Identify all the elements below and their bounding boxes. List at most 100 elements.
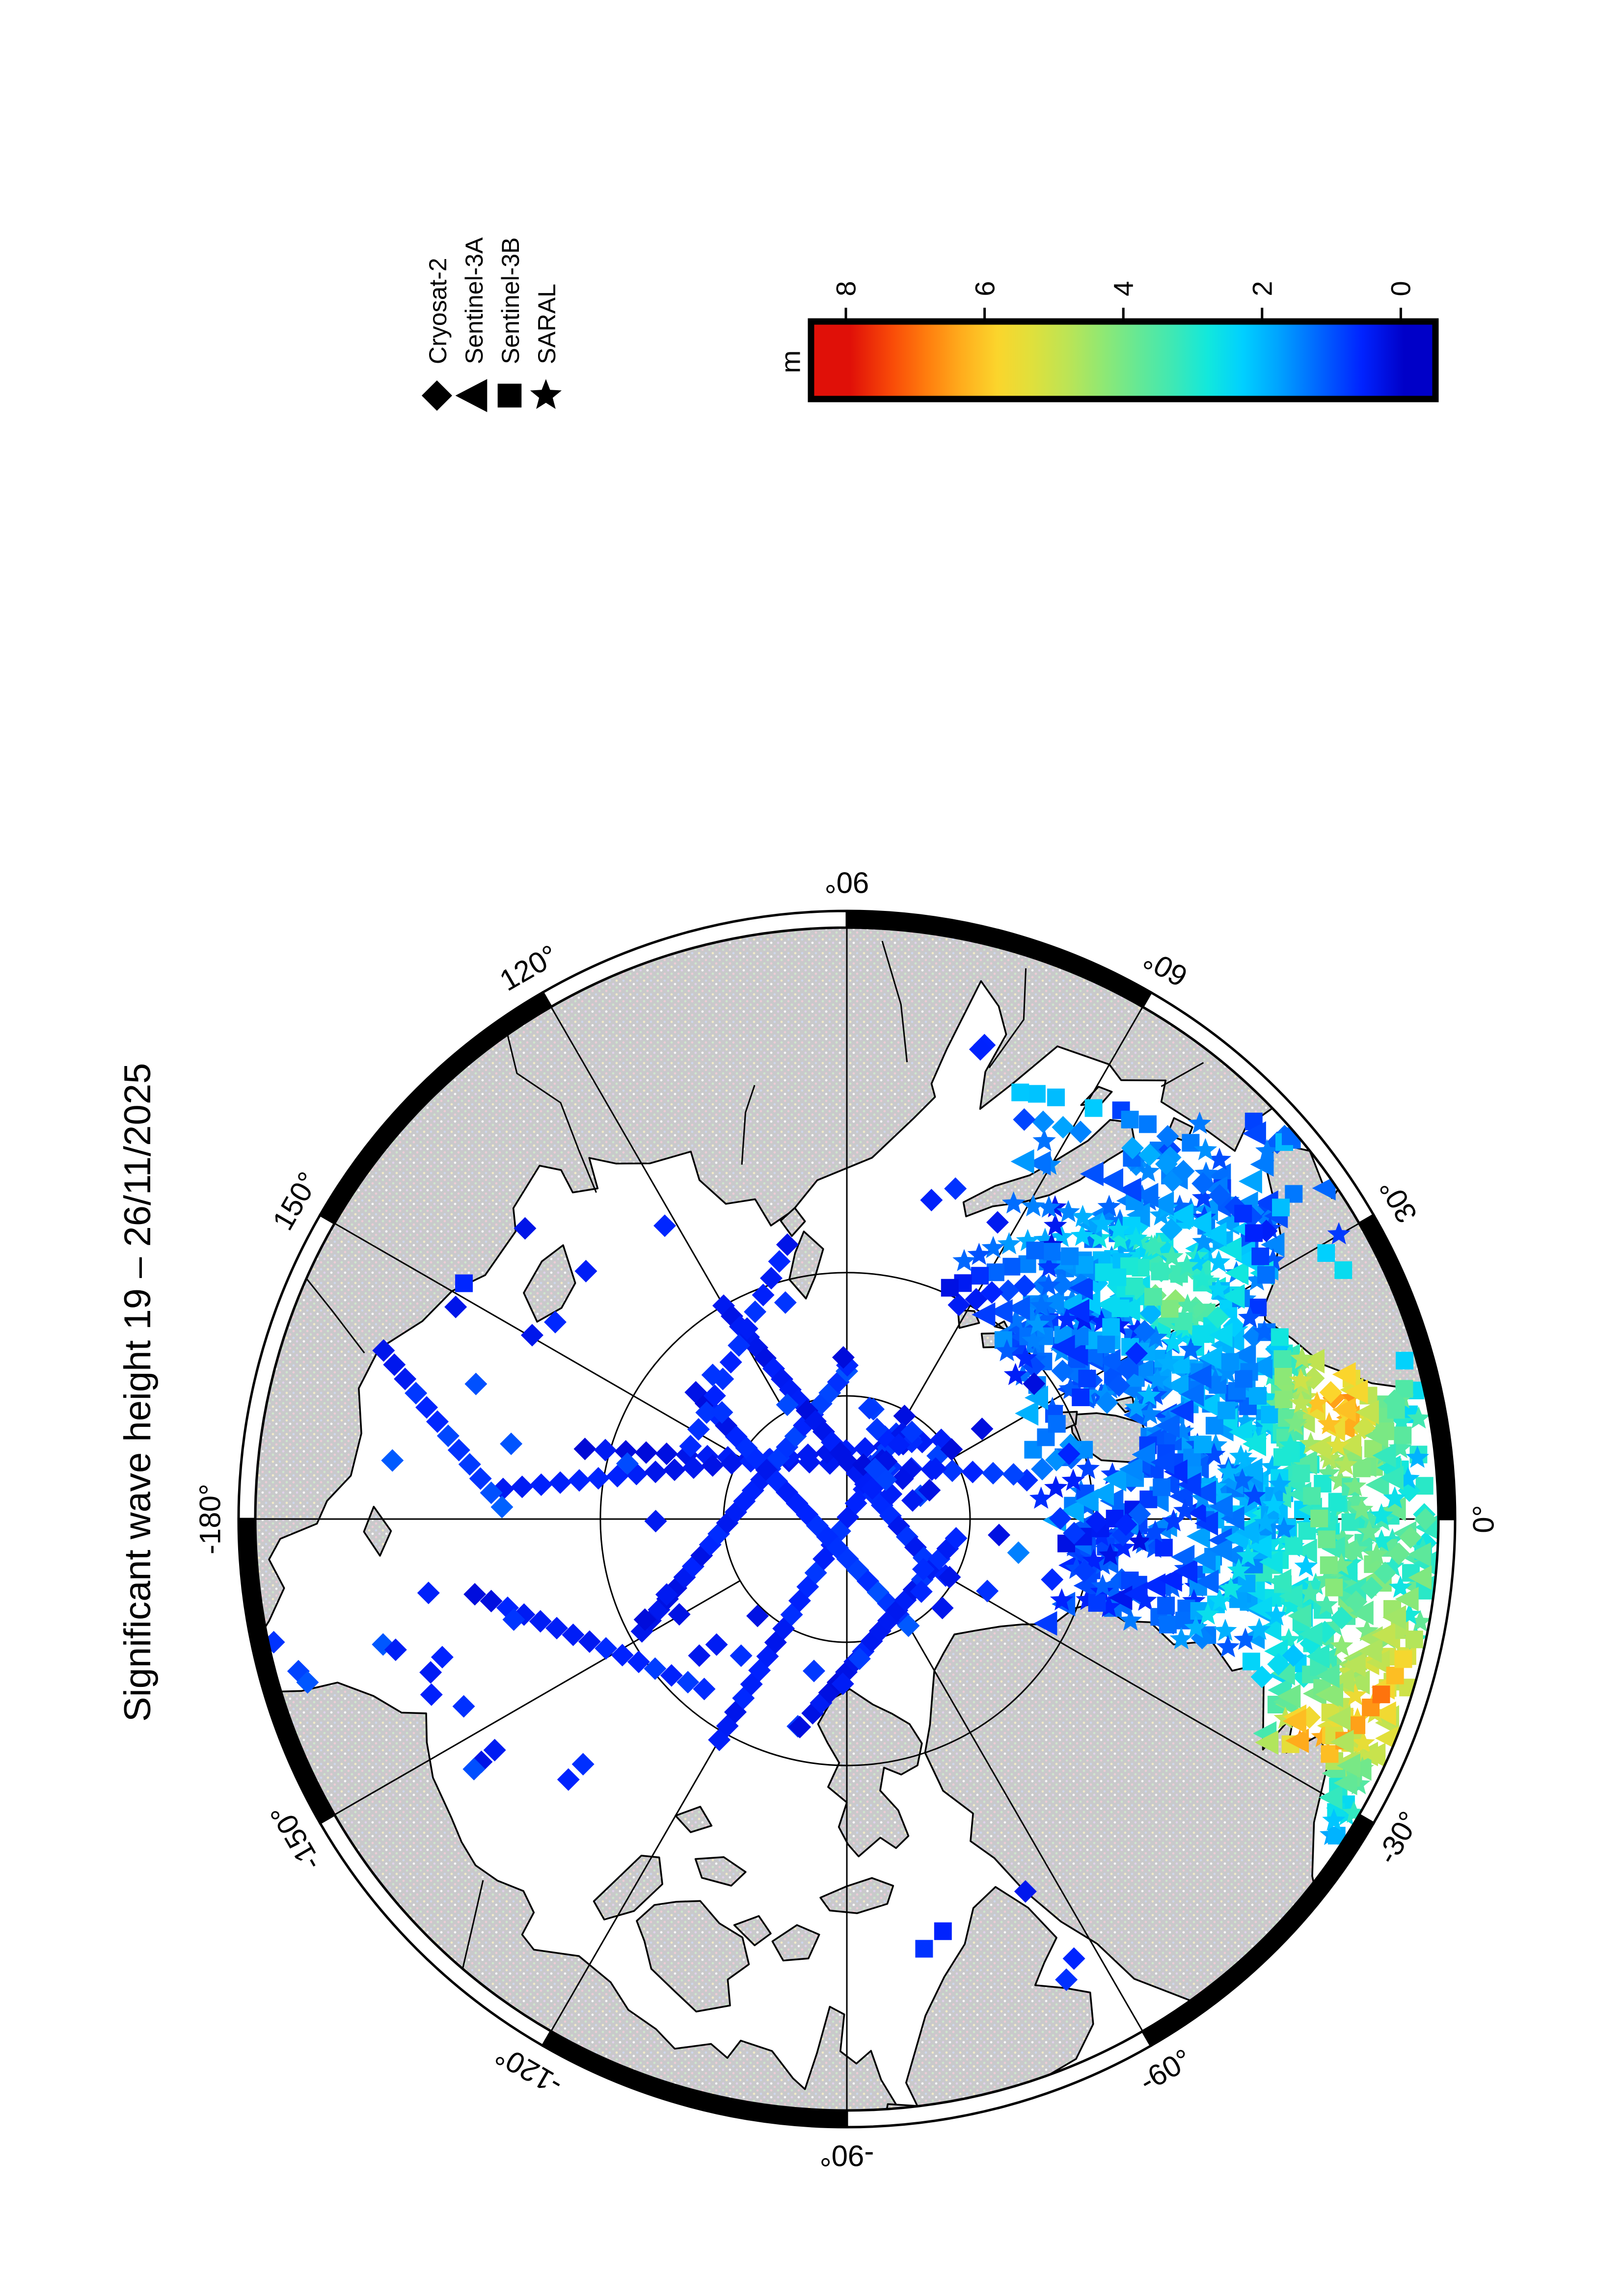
obs-b [1328,1493,1346,1511]
obs-c [447,1439,470,1462]
obs-c [1360,1576,1383,1600]
obs-c [420,1683,443,1706]
obs-c [668,1603,691,1626]
obs-c [918,1479,941,1502]
obs-s [1389,1410,1413,1432]
obs-s [1338,1386,1362,1409]
obs-a [1285,1728,1309,1753]
obs-c [676,1671,700,1694]
meridian-330 [953,1580,1360,1815]
obs-c [1116,1358,1139,1381]
obs-a [1203,1222,1227,1247]
obs-b [1395,1380,1413,1398]
obs-a [1169,1203,1193,1228]
obs-a [1332,1362,1356,1387]
obs-c [1374,1561,1397,1584]
obs-c [480,1481,503,1504]
obs-s [1179,1337,1203,1360]
page-title: Significant wave height 19 – 26/11/2025 [117,1063,159,1722]
legend-label-saral: SARAL [533,284,561,364]
obs-a [1186,1524,1210,1549]
obs-a [1171,1545,1195,1570]
obs-c [746,1604,769,1628]
obs-b [1011,1083,1029,1101]
obs-a [1307,1435,1331,1460]
obs-a [1407,1542,1431,1567]
obs-c [912,1558,935,1581]
obs-s [1290,1346,1314,1369]
obs-c [462,1758,486,1781]
obs-c [644,1657,667,1680]
obs-a [1321,1536,1345,1561]
obs-a [1258,1616,1281,1641]
obs-a [1015,1401,1039,1426]
obs-a [1132,1442,1156,1467]
obs-c [557,1768,580,1791]
obs-a [989,1299,1013,1324]
obs-s [1344,1538,1368,1561]
obs-s [1191,1186,1216,1208]
obs-s [1214,1619,1237,1641]
obs-s [1298,1581,1322,1604]
river-line [306,1278,365,1354]
colorbar [808,308,1439,402]
obs-a [1259,1549,1283,1575]
obs-c [463,1583,487,1606]
obs-c [695,1401,718,1424]
obs-a [1408,1565,1432,1590]
obs-c [1330,1606,1353,1629]
obs-c [384,1638,407,1661]
obs-a [1288,1603,1312,1629]
obs-s [1355,1619,1379,1641]
obs-a [1025,1385,1048,1410]
obs-s [1091,1212,1114,1234]
obs-c [710,1401,733,1424]
obs-s [1322,1808,1346,1831]
obs-s [1185,1251,1209,1274]
obs-a [1090,1481,1114,1506]
obs-c [986,1211,1009,1234]
obs-s [1101,1462,1124,1485]
land-victoria-island [636,1900,750,2013]
river-line [741,1085,756,1165]
obs-s [1001,1191,1026,1214]
obs-b [1251,1247,1270,1265]
meridian-300 [908,1625,1143,2032]
obs-c [965,1288,988,1311]
lon-label--90: -90° [819,2139,874,2172]
obs-a [1080,1161,1104,1186]
obs-a [1209,1323,1233,1348]
obs-b [1318,1530,1336,1548]
legend-label-sentinel3b: Sentinel-3B [497,237,524,365]
obs-s [1033,1228,1057,1250]
obs-c [1069,1121,1092,1144]
obs-c [854,1437,877,1460]
obs-s [1280,1594,1304,1616]
obs-a [1358,1638,1382,1663]
colorbar-gradient [808,318,1439,402]
obs-c [682,1456,705,1479]
obs-s [1272,1530,1296,1552]
obs-c [728,1334,751,1357]
obs-a [1382,1605,1407,1630]
obs-b [1139,1115,1157,1133]
obs-s [1016,1228,1040,1252]
obs-a [1239,1458,1263,1483]
obs-c [562,1623,585,1646]
obs-b [1144,1288,1162,1306]
obs-s [1216,1290,1240,1312]
obs-c [502,1608,525,1631]
obs-b [1193,1436,1212,1453]
obs-c [945,1527,968,1550]
obs-s [1193,1138,1217,1160]
obs-c [981,1462,1004,1485]
obs-s [1268,1472,1292,1495]
star-icon [530,379,562,409]
obs-a [1279,1584,1303,1609]
obs-c [444,1295,467,1318]
obs-c [1206,1306,1229,1329]
obs-c [832,1346,855,1369]
obs-c [1414,1508,1437,1531]
obs-a [1282,1709,1306,1734]
